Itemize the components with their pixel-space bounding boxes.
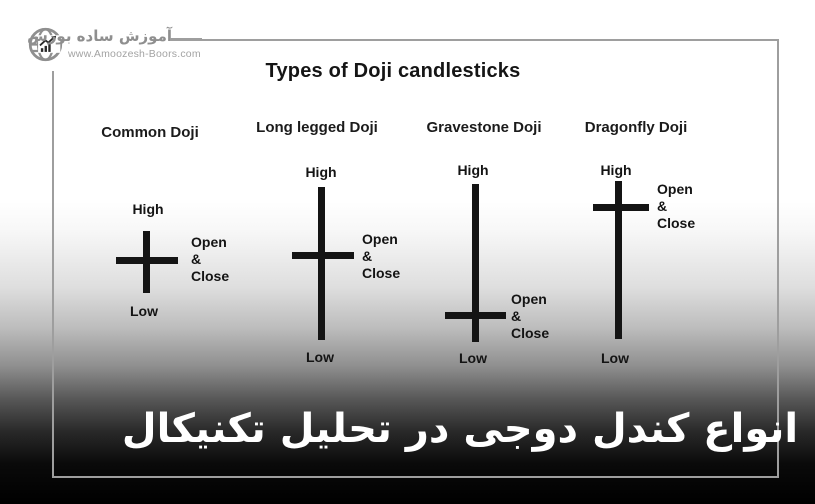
diagram-frame — [52, 39, 779, 478]
brand-name: آموزش ساده بورس — [27, 27, 172, 45]
brand-url: www.Amoozesh-Boors.com — [68, 48, 201, 60]
brand-dash — [170, 38, 202, 41]
caption-fa: انواع کندل دوجی در تحلیل تکنیکال — [121, 406, 799, 452]
diagram-title: Types of Doji candlesticks — [265, 60, 521, 82]
globe-chart-icon — [28, 27, 63, 62]
brand-logo: آموزش ساده بورس www.Amoozesh-Boors.com — [0, 0, 260, 72]
